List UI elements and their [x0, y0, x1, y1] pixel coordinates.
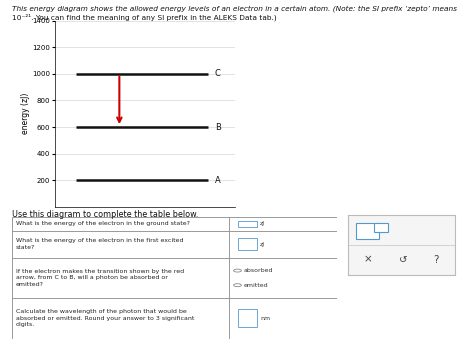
- Text: ↺: ↺: [400, 255, 408, 265]
- Bar: [237, 221, 257, 227]
- Text: If the electron makes the transition shown by the red
arrow, from C to B, will a: If the electron makes the transition sho…: [16, 269, 184, 287]
- Text: Use this diagram to complete the table below.: Use this diagram to complete the table b…: [12, 210, 198, 219]
- Text: zJ: zJ: [260, 221, 265, 226]
- Text: What is the energy of the electron in the ground state?: What is the energy of the electron in th…: [16, 221, 190, 226]
- Text: 10⁻²¹. You can find the meaning of any SI prefix in the ALEKS Data tab.): 10⁻²¹. You can find the meaning of any S…: [12, 14, 277, 21]
- Text: absorbed: absorbed: [244, 268, 273, 273]
- Bar: [237, 238, 257, 250]
- Text: This energy diagram shows the allowed energy levels of an electron in a certain : This energy diagram shows the allowed en…: [12, 5, 457, 12]
- Text: B: B: [215, 122, 221, 132]
- Text: What is the energy of the electron in the first excited
state?: What is the energy of the electron in th…: [16, 238, 183, 250]
- Text: A: A: [215, 176, 220, 185]
- Text: emitted: emitted: [244, 282, 269, 288]
- Text: ×: ×: [363, 255, 372, 265]
- Text: ?: ?: [433, 255, 438, 265]
- Y-axis label: energy (zJ): energy (zJ): [20, 93, 29, 134]
- Text: zJ: zJ: [260, 242, 265, 247]
- Bar: [356, 223, 379, 239]
- Text: nm: nm: [260, 316, 270, 321]
- Bar: [374, 223, 388, 232]
- Bar: [237, 309, 257, 327]
- Text: C: C: [215, 69, 221, 78]
- Text: Calculate the wavelength of the photon that would be
absorbed or emitted. Round : Calculate the wavelength of the photon t…: [16, 309, 194, 327]
